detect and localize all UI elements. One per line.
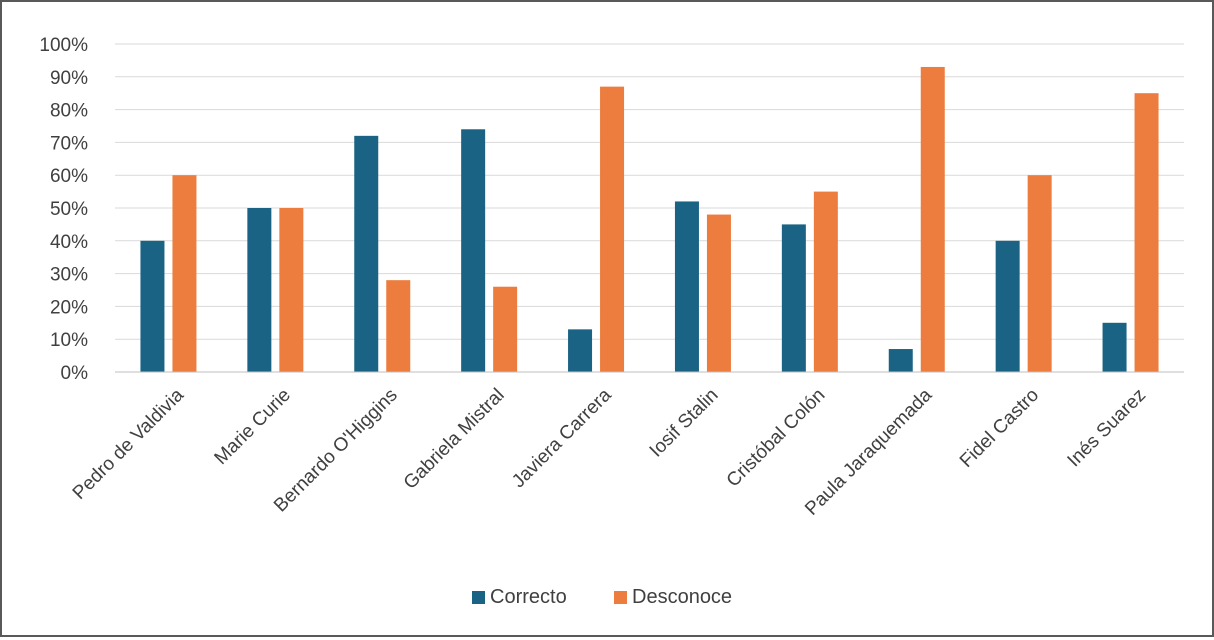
bar-desconoce-9 bbox=[1027, 175, 1052, 372]
bar-correcto-2 bbox=[247, 208, 272, 372]
legend-swatch-desconoce bbox=[614, 591, 627, 604]
bar-correcto-10 bbox=[1102, 322, 1127, 372]
legend-label-correcto: Correcto bbox=[490, 586, 567, 608]
bar-desconoce-8 bbox=[920, 66, 945, 373]
x-tick-label: Cristóbal Colón bbox=[723, 385, 830, 492]
y-tick-label: 90% bbox=[50, 68, 88, 89]
y-tick-label: 0% bbox=[61, 363, 89, 384]
bar-desconoce-4 bbox=[493, 286, 518, 372]
y-tick-label: 50% bbox=[50, 199, 88, 220]
bar-correcto-1 bbox=[140, 240, 165, 372]
x-tick-label: Inés Suarez bbox=[1064, 385, 1151, 472]
bar-desconoce-5 bbox=[600, 86, 625, 372]
bar-correcto-6 bbox=[674, 201, 699, 372]
bar-correcto-5 bbox=[568, 329, 593, 372]
x-tick-label: Marie Curie bbox=[211, 385, 295, 469]
x-tick-label: Iosif Stalin bbox=[646, 385, 723, 462]
bars bbox=[140, 66, 1159, 373]
y-tick-label: 40% bbox=[50, 232, 88, 253]
legend-swatch-correcto bbox=[472, 591, 485, 604]
x-tick-label: Pedro de Valdivia bbox=[69, 384, 188, 503]
y-axis-ticks: 0% 10% 20% 30% 40% 50% 60% 70% 80% 90% 100% bbox=[39, 35, 88, 384]
y-tick-label: 30% bbox=[50, 265, 88, 286]
bar-correcto-3 bbox=[354, 135, 379, 372]
y-tick-label: 20% bbox=[50, 297, 88, 318]
legend: Correcto Desconoce bbox=[472, 586, 732, 608]
bar-desconoce-2 bbox=[279, 208, 304, 372]
bar-desconoce-10 bbox=[1134, 93, 1159, 372]
bar-desconoce-6 bbox=[706, 214, 731, 372]
legend-label-desconoce: Desconoce bbox=[632, 586, 732, 608]
bar-desconoce-3 bbox=[386, 280, 411, 372]
gridlines bbox=[115, 43, 1184, 340]
bar-correcto-7 bbox=[781, 224, 806, 372]
y-tick-label: 100% bbox=[39, 35, 88, 56]
bar-desconoce-7 bbox=[813, 191, 838, 372]
bar-correcto-4 bbox=[461, 129, 486, 372]
y-tick-label: 60% bbox=[50, 166, 88, 187]
bar-correcto-8 bbox=[888, 349, 913, 372]
y-tick-label: 80% bbox=[50, 101, 88, 122]
y-tick-label: 70% bbox=[50, 133, 88, 154]
x-tick-label: Javiera Carrera bbox=[508, 384, 616, 492]
x-tick-label: Fidel Castro bbox=[956, 385, 1043, 472]
bar-desconoce-1 bbox=[172, 175, 197, 372]
bar-correcto-9 bbox=[995, 240, 1020, 372]
x-tick-label: Gabriela Mistral bbox=[400, 385, 509, 494]
y-tick-label: 10% bbox=[50, 330, 88, 351]
